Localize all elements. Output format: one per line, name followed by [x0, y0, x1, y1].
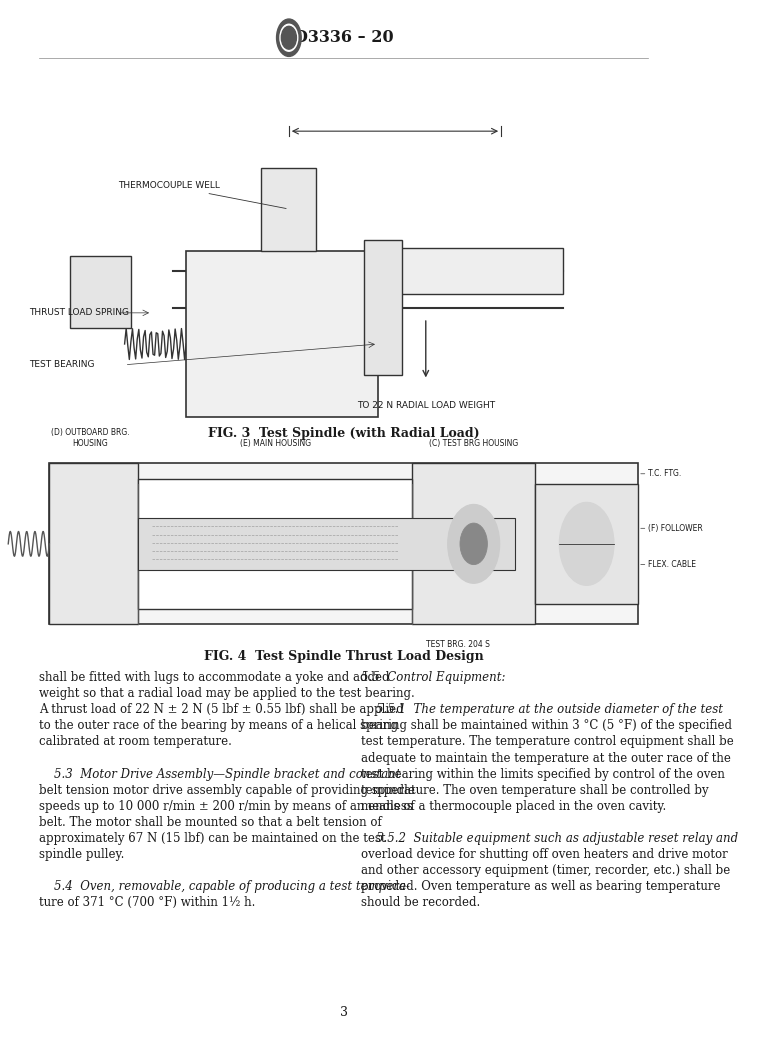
Text: means of a thermocouple placed in the oven cavity.: means of a thermocouple placed in the ov…: [361, 799, 666, 813]
Text: (F) FOLLOWER: (F) FOLLOWER: [648, 524, 703, 533]
Bar: [138, 518, 515, 569]
Bar: [412, 463, 535, 625]
Text: TEST BRG. 204 S: TEST BRG. 204 S: [426, 640, 489, 649]
Bar: [261, 168, 317, 251]
Text: belt. The motor shall be mounted so that a belt tension of: belt. The motor shall be mounted so that…: [39, 816, 382, 829]
Text: temperature. The oven temperature shall be controlled by: temperature. The oven temperature shall …: [361, 784, 709, 796]
Text: bearing shall be maintained within 3 °C (5 °F) of the specified: bearing shall be maintained within 3 °C …: [361, 719, 732, 732]
Bar: [49, 463, 638, 625]
Bar: [138, 479, 412, 609]
Text: ture of 371 °C (700 °F) within 1½ h.: ture of 371 °C (700 °F) within 1½ h.: [39, 896, 255, 910]
Text: 5.5.2  Suitable equipment such as adjustable reset relay and: 5.5.2 Suitable equipment such as adjusta…: [361, 832, 738, 845]
Text: shall be fitted with lugs to accommodate a yoke and added: shall be fitted with lugs to accommodate…: [39, 671, 390, 684]
Text: to the outer race of the bearing by means of a helical spring: to the outer race of the bearing by mean…: [39, 719, 398, 732]
Bar: [535, 484, 638, 604]
Bar: [378, 249, 562, 295]
Text: TO 22 N RADIAL LOAD WEIGHT: TO 22 N RADIAL LOAD WEIGHT: [357, 401, 495, 410]
Text: 5.3  Motor Drive Assembly—Spindle bracket and constant: 5.3 Motor Drive Assembly—Spindle bracket…: [39, 767, 401, 781]
Circle shape: [280, 24, 298, 51]
Circle shape: [447, 505, 499, 583]
Bar: [70, 256, 131, 328]
Text: speeds up to 10 000 r/min ± 200 r/min by means of an endless: speeds up to 10 000 r/min ± 200 r/min by…: [39, 799, 413, 813]
Text: approximately 67 N (15 lbf) can be maintained on the test: approximately 67 N (15 lbf) can be maint…: [39, 832, 386, 845]
Circle shape: [559, 503, 614, 585]
Text: (D) OUTBOARD BRG.
HOUSING: (D) OUTBOARD BRG. HOUSING: [51, 429, 130, 448]
Text: calibrated at room temperature.: calibrated at room temperature.: [39, 735, 232, 748]
Text: D3336 – 20: D3336 – 20: [294, 29, 394, 46]
Text: should be recorded.: should be recorded.: [361, 896, 480, 910]
Text: 5.5  Control Equipment:: 5.5 Control Equipment:: [361, 671, 505, 684]
Text: 3: 3: [340, 1006, 348, 1019]
Text: belt tension motor drive assembly capable of providing spindle: belt tension motor drive assembly capabl…: [39, 784, 415, 796]
Text: adequate to maintain the temperature at the outer race of the: adequate to maintain the temperature at …: [361, 752, 731, 764]
Text: THERMOCOUPLE WELL: THERMOCOUPLE WELL: [117, 181, 286, 208]
Bar: [49, 463, 138, 625]
Circle shape: [460, 523, 487, 564]
Bar: [364, 240, 401, 375]
Text: (C) TEST BRG HOUSING: (C) TEST BRG HOUSING: [429, 439, 518, 448]
Text: 5.4  Oven, removable, capable of producing a test tempera-: 5.4 Oven, removable, capable of producin…: [39, 881, 410, 893]
Text: 5.5.1  The temperature at the outside diameter of the test: 5.5.1 The temperature at the outside dia…: [361, 704, 723, 716]
Text: and other accessory equipment (timer, recorder, etc.) shall be: and other accessory equipment (timer, re…: [361, 864, 730, 878]
Text: (E) MAIN HOUSING: (E) MAIN HOUSING: [240, 439, 310, 448]
Text: weight so that a radial load may be applied to the test bearing.: weight so that a radial load may be appl…: [39, 687, 415, 701]
Text: FIG. 3  Test Spindle (with Radial Load): FIG. 3 Test Spindle (with Radial Load): [208, 427, 479, 440]
Text: overload device for shutting off oven heaters and drive motor: overload device for shutting off oven he…: [361, 848, 727, 861]
Circle shape: [276, 19, 301, 56]
Text: provided. Oven temperature as well as bearing temperature: provided. Oven temperature as well as be…: [361, 881, 720, 893]
Text: test bearing within the limits specified by control of the oven: test bearing within the limits specified…: [361, 767, 724, 781]
Circle shape: [282, 26, 296, 49]
Text: test temperature. The temperature control equipment shall be: test temperature. The temperature contro…: [361, 735, 734, 748]
Bar: [186, 251, 378, 416]
Text: THRUST LOAD SPRING: THRUST LOAD SPRING: [29, 308, 129, 318]
Text: FIG. 4  Test Spindle Thrust Load Design: FIG. 4 Test Spindle Thrust Load Design: [204, 651, 483, 663]
Text: TEST BEARING: TEST BEARING: [29, 360, 94, 370]
Text: spindle pulley.: spindle pulley.: [39, 848, 124, 861]
Text: A thrust load of 22 N ± 2 N (5 lbf ± 0.55 lbf) shall be applied: A thrust load of 22 N ± 2 N (5 lbf ± 0.5…: [39, 704, 404, 716]
Text: FLEX. CABLE: FLEX. CABLE: [648, 560, 696, 569]
Text: T.C. FTG.: T.C. FTG.: [648, 469, 682, 478]
